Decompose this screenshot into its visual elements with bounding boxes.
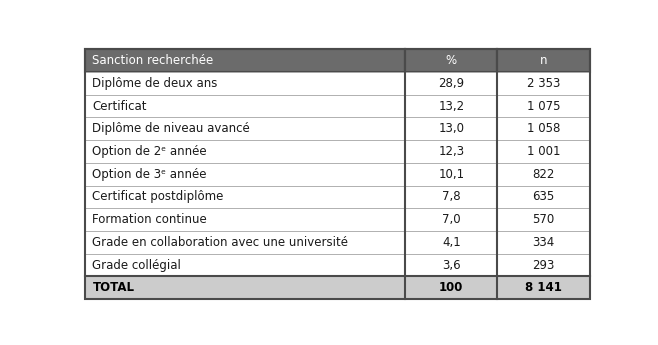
Bar xyxy=(497,186,590,208)
Bar xyxy=(85,254,405,276)
Bar xyxy=(85,140,405,163)
Bar xyxy=(497,140,590,163)
Text: 12,3: 12,3 xyxy=(438,145,465,158)
Bar xyxy=(497,95,590,117)
Text: 8 141: 8 141 xyxy=(525,281,562,294)
Bar xyxy=(85,231,405,254)
Bar xyxy=(497,117,590,140)
Bar xyxy=(405,186,497,208)
Bar xyxy=(497,72,590,95)
Bar xyxy=(497,49,590,72)
Bar xyxy=(405,140,497,163)
Bar xyxy=(85,163,405,186)
Text: 4,1: 4,1 xyxy=(442,236,461,249)
Bar xyxy=(497,208,590,231)
Text: 334: 334 xyxy=(532,236,555,249)
Bar xyxy=(85,49,405,72)
Bar xyxy=(405,117,497,140)
Text: 2 353: 2 353 xyxy=(527,77,560,90)
Bar xyxy=(405,163,497,186)
Text: Grade collégial: Grade collégial xyxy=(92,258,182,272)
Bar xyxy=(405,95,497,117)
Bar xyxy=(497,276,590,299)
Text: 293: 293 xyxy=(532,258,555,272)
Bar xyxy=(497,231,590,254)
Text: Diplôme de deux ans: Diplôme de deux ans xyxy=(92,77,218,90)
Text: 1 001: 1 001 xyxy=(526,145,560,158)
Text: %: % xyxy=(445,54,457,67)
Text: Sanction recherchée: Sanction recherchée xyxy=(92,54,214,67)
Bar xyxy=(405,231,497,254)
Text: Option de 3ᵉ année: Option de 3ᵉ année xyxy=(92,168,207,181)
Text: 28,9: 28,9 xyxy=(438,77,465,90)
Text: Certificat postdiplôme: Certificat postdiplôme xyxy=(92,190,224,204)
Bar xyxy=(497,163,590,186)
Bar xyxy=(85,117,405,140)
Text: Formation continue: Formation continue xyxy=(92,213,207,226)
Text: Option de 2ᵉ année: Option de 2ᵉ année xyxy=(92,145,207,158)
Bar xyxy=(497,254,590,276)
Text: 13,0: 13,0 xyxy=(438,122,465,135)
Text: TOTAL: TOTAL xyxy=(92,281,134,294)
Text: 10,1: 10,1 xyxy=(438,168,465,181)
Bar xyxy=(405,49,497,72)
Text: 1 058: 1 058 xyxy=(527,122,560,135)
Bar xyxy=(405,208,497,231)
Bar xyxy=(85,186,405,208)
Text: 822: 822 xyxy=(532,168,555,181)
Text: 570: 570 xyxy=(532,213,555,226)
Bar xyxy=(405,72,497,95)
Bar xyxy=(405,276,497,299)
Text: Diplôme de niveau avancé: Diplôme de niveau avancé xyxy=(92,122,250,135)
Bar xyxy=(85,72,405,95)
Text: Grade en collaboration avec une université: Grade en collaboration avec une universi… xyxy=(92,236,349,249)
Text: n: n xyxy=(540,54,547,67)
Text: 13,2: 13,2 xyxy=(438,100,465,112)
Text: Certificat: Certificat xyxy=(92,100,147,112)
Text: 635: 635 xyxy=(532,190,555,204)
Text: 7,8: 7,8 xyxy=(442,190,461,204)
Bar xyxy=(85,208,405,231)
Bar xyxy=(85,95,405,117)
Bar xyxy=(405,254,497,276)
Text: 100: 100 xyxy=(439,281,463,294)
Text: 1 075: 1 075 xyxy=(526,100,560,112)
Text: 3,6: 3,6 xyxy=(442,258,461,272)
Text: 7,0: 7,0 xyxy=(442,213,461,226)
Bar xyxy=(85,276,405,299)
